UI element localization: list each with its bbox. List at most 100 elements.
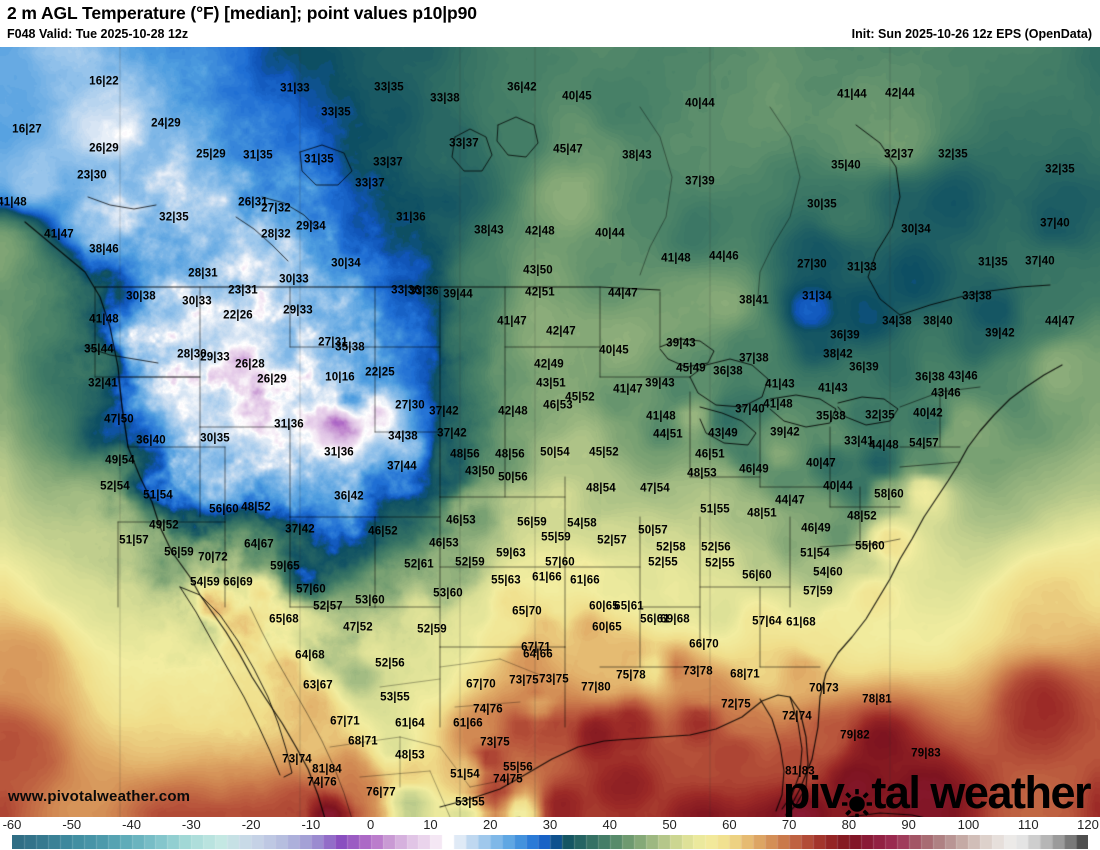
point-value-label: 30|33 [279, 273, 309, 286]
point-value-label: 36|42 [334, 490, 364, 503]
point-value-label: 44|46 [709, 250, 739, 263]
point-value-label: 37|39 [685, 175, 715, 188]
point-value-label: 79|83 [911, 747, 941, 760]
point-value-label: 29|33 [283, 304, 313, 317]
point-value-label: 52|57 [313, 600, 343, 613]
point-value-label: 28|30 [177, 348, 207, 361]
point-value-label: 67|71 [521, 641, 551, 654]
point-value-label: 36|40 [136, 434, 166, 447]
point-value-label: 64|66 [523, 648, 553, 661]
colorbar-tick: 100 [957, 817, 980, 832]
point-value-label: 61|66 [570, 574, 600, 587]
point-value-label: 35|38 [335, 341, 365, 354]
point-value-label: 33|38 [430, 92, 460, 105]
point-value-label: 52|61 [404, 558, 434, 571]
point-value-label: 30|38 [126, 290, 156, 303]
point-value-label: 64|67 [244, 538, 274, 551]
point-value-label: 31|36 [324, 446, 354, 459]
point-value-label: 38|46 [89, 243, 119, 256]
point-value-label: 41|43 [818, 382, 848, 395]
logo-text-part1: piv [782, 767, 845, 817]
point-value-label: 67|71 [330, 715, 360, 728]
point-value-label: 42|51 [525, 286, 555, 299]
point-value-label: 37|40 [1025, 255, 1055, 268]
point-value-label: 23|31 [228, 284, 258, 297]
point-value-label: 44|47 [775, 494, 805, 507]
point-value-label: 39|42 [770, 426, 800, 439]
point-value-label: 47|50 [104, 413, 134, 426]
point-value-label: 54|59 [190, 576, 220, 589]
point-value-label: 41|48 [646, 410, 676, 423]
colorbar-gradient[interactable] [12, 835, 1088, 849]
temperature-raster-layer[interactable] [0, 47, 1100, 817]
site-watermark: www.pivotalweather.com [8, 788, 191, 805]
colorbar-tick: 30 [542, 817, 558, 832]
point-value-label: 35|40 [831, 159, 861, 172]
valid-time-label: F048 Valid: Tue 2025-10-28 12z [7, 27, 189, 41]
point-value-label: 63|67 [303, 679, 333, 692]
init-time-label: Init: Sun 2025-10-26 12z EPS (OpenData) [851, 27, 1092, 41]
point-value-label: 51|54 [143, 489, 173, 502]
point-value-label: 45|49 [676, 362, 706, 375]
gear-sun-icon [842, 781, 873, 817]
point-value-label: 52|55 [648, 556, 678, 569]
point-value-label: 48|51 [747, 507, 777, 520]
point-value-label: 26|29 [257, 373, 287, 386]
point-value-label: 37|42 [285, 523, 315, 536]
point-value-label: 75|78 [616, 669, 646, 682]
logo-text-part2: tal weather [871, 767, 1091, 817]
point-value-label: 49|54 [105, 454, 135, 467]
point-value-label: 38|41 [739, 294, 769, 307]
point-value-label: 36|39 [830, 329, 860, 342]
point-value-label: 35|44 [84, 343, 114, 356]
point-value-label: 55|56 [503, 761, 533, 774]
point-value-label: 41|47 [497, 315, 527, 328]
point-value-label: 55|59 [541, 531, 571, 544]
point-value-label: 47|54 [640, 482, 670, 495]
point-value-label: 32|35 [938, 148, 968, 161]
point-value-label: 39|42 [985, 327, 1015, 340]
point-value-label: 33|37 [355, 177, 385, 190]
colorbar[interactable]: -60 -50 -40 -30 -20 -10 0 10 20 30 40 50 60 70 80 90 100… [0, 817, 1100, 850]
point-value-label: 37|38 [739, 352, 769, 365]
point-value-label: 45|47 [553, 143, 583, 156]
point-value-label: 43|50 [523, 264, 553, 277]
point-value-label: 40|44 [685, 97, 715, 110]
point-value-label: 74|76 [473, 703, 503, 716]
point-value-label: 54|57 [909, 437, 939, 450]
map-viewport[interactable]: 16|22 16|27 24|29 26|29 25|29 31|35 31|35 31|33… [0, 47, 1100, 817]
point-value-label: 52|58 [656, 541, 686, 554]
point-value-label: 41|48 [763, 398, 793, 411]
point-value-label: 33|35 [374, 81, 404, 94]
point-value-label: 40|45 [562, 90, 592, 103]
point-value-label: 66|70 [689, 638, 719, 651]
point-value-label: 59|63 [496, 547, 526, 560]
point-value-label: 44|47 [608, 287, 638, 300]
point-value-label: 33|37 [449, 137, 479, 150]
point-value-label: 50|54 [540, 446, 570, 459]
point-value-label: 35|38 [816, 410, 846, 423]
point-value-label: 24|29 [151, 117, 181, 130]
colorbar-tick: 50 [662, 817, 677, 832]
point-value-label: 34|38 [388, 430, 418, 443]
point-value-overlay: 16|22 16|27 24|29 26|29 25|29 31|35 31|35 31|33… [0, 47, 1100, 817]
point-value-label: 72|74 [782, 710, 812, 723]
point-value-label: 41|48 [0, 196, 27, 209]
point-value-label: 65|68 [269, 613, 299, 626]
point-value-label: 55|60 [855, 540, 885, 553]
point-value-label: 45|52 [589, 446, 619, 459]
point-value-label: 29|34 [296, 220, 326, 233]
point-value-label: 52|57 [597, 534, 627, 547]
colorbar-tick: 0 [367, 817, 375, 832]
point-value-label: 60|65 [589, 600, 619, 613]
point-value-label: 53|55 [380, 691, 410, 704]
colorbar-tick: -20 [241, 817, 261, 832]
point-value-label: 48|53 [395, 749, 425, 762]
point-value-label: 78|81 [862, 693, 892, 706]
point-value-label: 43|50 [465, 465, 495, 478]
point-value-label: 49|52 [149, 519, 179, 532]
point-value-label: 10|16 [325, 371, 355, 384]
point-value-label: 52|59 [455, 556, 485, 569]
point-value-label: 32|35 [159, 211, 189, 224]
point-value-label: 54|58 [567, 517, 597, 530]
